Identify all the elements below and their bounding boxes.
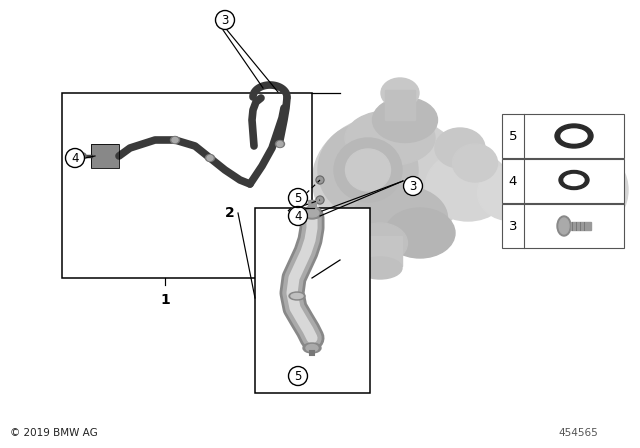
Ellipse shape bbox=[289, 292, 305, 300]
Text: 3: 3 bbox=[410, 180, 417, 193]
Bar bbox=[91, 144, 119, 168]
Text: 3: 3 bbox=[221, 13, 228, 26]
Circle shape bbox=[289, 207, 307, 225]
Bar bbox=[385, 90, 415, 120]
Ellipse shape bbox=[540, 192, 590, 234]
Circle shape bbox=[289, 366, 307, 385]
Circle shape bbox=[216, 10, 234, 30]
Bar bbox=[502, 204, 624, 248]
Text: 4: 4 bbox=[509, 175, 517, 188]
Ellipse shape bbox=[452, 144, 497, 182]
Bar bbox=[502, 159, 624, 203]
Text: 5: 5 bbox=[294, 191, 301, 204]
Ellipse shape bbox=[345, 111, 435, 165]
Text: 4: 4 bbox=[71, 151, 79, 164]
Circle shape bbox=[403, 177, 422, 195]
Ellipse shape bbox=[170, 137, 179, 143]
Ellipse shape bbox=[588, 160, 628, 220]
Ellipse shape bbox=[557, 216, 571, 236]
Bar bbox=[255, 208, 370, 393]
Ellipse shape bbox=[346, 149, 390, 191]
Ellipse shape bbox=[353, 223, 408, 263]
Text: 5: 5 bbox=[294, 370, 301, 383]
Ellipse shape bbox=[312, 115, 467, 245]
Ellipse shape bbox=[555, 124, 593, 148]
Bar bbox=[91, 144, 119, 168]
Circle shape bbox=[289, 189, 307, 207]
Bar bbox=[62, 93, 312, 278]
Circle shape bbox=[80, 153, 86, 159]
Text: 3: 3 bbox=[509, 220, 517, 233]
Bar bbox=[358, 236, 402, 266]
Ellipse shape bbox=[381, 78, 419, 108]
Text: 4: 4 bbox=[294, 210, 301, 223]
Ellipse shape bbox=[334, 138, 402, 202]
Ellipse shape bbox=[358, 257, 402, 279]
Ellipse shape bbox=[172, 138, 178, 142]
Ellipse shape bbox=[435, 128, 485, 168]
Ellipse shape bbox=[385, 208, 455, 258]
Text: 454565: 454565 bbox=[558, 428, 598, 438]
Ellipse shape bbox=[559, 171, 589, 190]
Ellipse shape bbox=[291, 293, 303, 298]
Text: 1: 1 bbox=[160, 293, 170, 307]
Ellipse shape bbox=[275, 141, 285, 147]
Ellipse shape bbox=[305, 209, 319, 217]
Bar bbox=[308, 200, 316, 208]
Ellipse shape bbox=[559, 218, 569, 234]
Bar bbox=[571, 222, 591, 230]
Text: 2: 2 bbox=[225, 206, 235, 220]
Ellipse shape bbox=[353, 185, 447, 250]
Bar bbox=[502, 114, 624, 158]
Ellipse shape bbox=[372, 98, 438, 142]
Ellipse shape bbox=[306, 345, 318, 352]
Ellipse shape bbox=[513, 181, 568, 225]
Ellipse shape bbox=[561, 129, 587, 143]
Ellipse shape bbox=[318, 122, 418, 217]
Text: 5: 5 bbox=[509, 129, 517, 142]
Ellipse shape bbox=[477, 165, 543, 220]
Circle shape bbox=[316, 196, 324, 204]
Circle shape bbox=[316, 176, 324, 184]
Circle shape bbox=[65, 148, 84, 168]
Ellipse shape bbox=[277, 142, 283, 146]
Ellipse shape bbox=[205, 155, 214, 161]
Ellipse shape bbox=[568, 178, 612, 233]
Ellipse shape bbox=[564, 175, 584, 185]
Ellipse shape bbox=[302, 207, 322, 219]
Text: © 2019 BMW AG: © 2019 BMW AG bbox=[10, 428, 98, 438]
Ellipse shape bbox=[303, 343, 321, 353]
Ellipse shape bbox=[426, 151, 511, 221]
Ellipse shape bbox=[207, 155, 213, 160]
